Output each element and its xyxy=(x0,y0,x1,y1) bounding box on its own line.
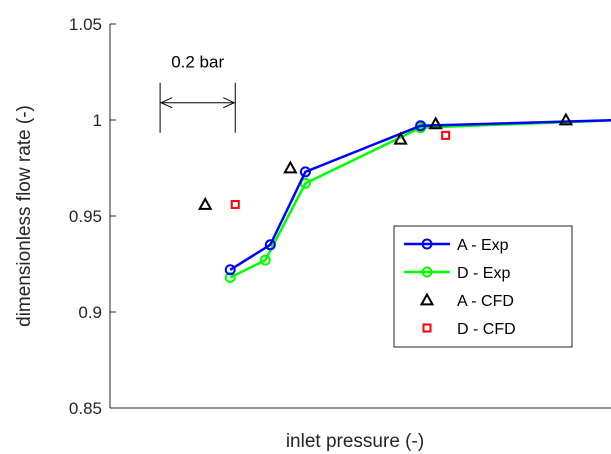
annotation-label: 0.2 bar xyxy=(171,53,224,72)
data-point-a-cfd xyxy=(283,160,298,174)
x-axis-label: inlet pressure (-) xyxy=(286,431,424,452)
data-point-a-cfd xyxy=(428,116,443,130)
data-point-d-exp xyxy=(259,254,271,266)
annotation-arrow-left-head xyxy=(159,97,173,109)
y-tick-label: 0.9 xyxy=(78,303,102,322)
annotation-arrow-right-head xyxy=(223,97,236,109)
data-point-a-exp xyxy=(224,264,236,276)
legend-marker-d-exp xyxy=(421,266,433,278)
y-tick-label: 0.85 xyxy=(69,399,102,418)
y-tick-label: 1.05 xyxy=(69,15,102,34)
data-point-a-cfd xyxy=(393,131,408,145)
data-point-a-cfd xyxy=(197,196,213,210)
y-tick-label: 0.95 xyxy=(69,207,102,226)
y-tick-label: 1 xyxy=(93,111,102,130)
y-axis-label: dimensionless flow rate (-) xyxy=(14,105,35,327)
legend-label-d-cfd: D - CFD xyxy=(457,321,516,338)
data-point-a-cfd xyxy=(558,112,574,126)
legend-label-a-cfd: A - CFD xyxy=(457,293,514,310)
data-point-a-exp xyxy=(415,120,427,132)
axes-layer: 0.85 0.9 0.95 1 1.05 xyxy=(69,15,611,418)
data-point-a-exp xyxy=(264,239,276,251)
legend-marker-d-cfd xyxy=(422,323,432,333)
data-point-d-cfd xyxy=(230,199,240,209)
data-point-d-exp xyxy=(224,271,236,283)
plot-layer xyxy=(197,112,611,283)
legend-label-d-exp: D - Exp xyxy=(457,265,510,282)
series-line-a-exp xyxy=(229,119,611,271)
data-point-a-exp xyxy=(299,166,311,178)
legend: A - Exp D - Exp A - CFD D - CFD xyxy=(393,225,573,348)
legend-marker-a-exp xyxy=(421,238,433,250)
legend-marker-a-cfd xyxy=(419,292,435,306)
annotation-layer: 0.2 bar xyxy=(159,53,236,133)
series-group xyxy=(197,112,611,283)
series-line-d-exp xyxy=(229,119,611,279)
legend-label-a-exp: A - Exp xyxy=(457,237,509,254)
data-point-d-cfd xyxy=(441,130,451,140)
